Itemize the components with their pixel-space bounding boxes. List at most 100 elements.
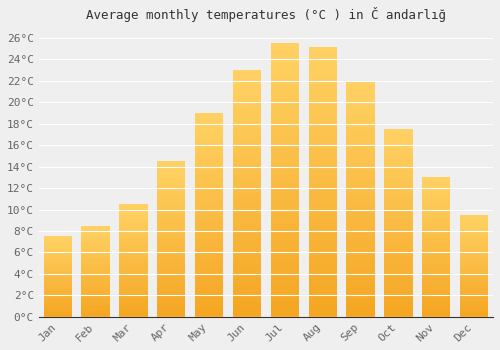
Bar	[82, 231, 110, 233]
Bar	[157, 177, 186, 180]
Bar	[346, 237, 375, 241]
Bar	[384, 294, 412, 298]
Bar	[119, 296, 148, 299]
Bar	[44, 309, 72, 310]
Bar	[157, 301, 186, 304]
Bar	[422, 278, 450, 281]
Bar	[270, 125, 299, 131]
Bar	[119, 303, 148, 306]
Bar	[308, 241, 337, 246]
Bar	[422, 284, 450, 286]
Bar	[384, 313, 412, 317]
Bar	[308, 274, 337, 279]
Bar	[308, 117, 337, 122]
Bar	[233, 243, 261, 248]
Bar	[82, 277, 110, 279]
Bar	[44, 267, 72, 268]
Bar	[44, 276, 72, 278]
Bar	[44, 310, 72, 312]
Bar	[44, 301, 72, 302]
Bar	[82, 244, 110, 246]
Bar	[195, 296, 224, 301]
Bar	[119, 238, 148, 240]
Bar	[346, 303, 375, 307]
Bar	[157, 304, 186, 308]
Bar	[460, 292, 488, 294]
Bar	[308, 160, 337, 166]
Bar	[308, 95, 337, 100]
Bar	[308, 279, 337, 285]
Bar	[422, 183, 450, 186]
Bar	[44, 249, 72, 251]
Bar	[157, 308, 186, 310]
Bar	[346, 156, 375, 161]
Bar	[384, 309, 412, 313]
Bar	[82, 228, 110, 229]
Bar	[460, 294, 488, 296]
Bar	[119, 267, 148, 270]
Bar	[157, 180, 186, 183]
Bar	[270, 142, 299, 147]
Bar	[422, 197, 450, 200]
Bar	[195, 264, 224, 268]
Bar	[422, 203, 450, 205]
Bar	[460, 299, 488, 301]
Bar	[157, 164, 186, 168]
Bar	[119, 265, 148, 267]
Bar	[346, 138, 375, 142]
Bar	[460, 258, 488, 260]
Bar	[346, 270, 375, 274]
Bar	[422, 191, 450, 194]
Bar	[195, 174, 224, 178]
Bar	[460, 215, 488, 217]
Bar	[82, 309, 110, 312]
Bar	[82, 313, 110, 315]
Bar	[270, 71, 299, 76]
Bar	[270, 180, 299, 186]
Bar	[195, 211, 224, 215]
Bar	[422, 230, 450, 233]
Bar	[384, 287, 412, 290]
Bar	[460, 311, 488, 313]
Bar	[270, 136, 299, 142]
Bar	[460, 278, 488, 280]
Bar	[384, 249, 412, 253]
Bar	[460, 280, 488, 282]
Bar	[157, 226, 186, 230]
Bar	[422, 272, 450, 275]
Bar	[233, 100, 261, 105]
Bar	[270, 76, 299, 82]
Bar	[384, 144, 412, 148]
Bar	[460, 229, 488, 231]
Bar	[270, 262, 299, 268]
Bar	[308, 209, 337, 214]
Bar	[270, 87, 299, 93]
Bar	[82, 289, 110, 291]
Bar	[157, 295, 186, 298]
Bar	[308, 84, 337, 90]
Bar	[82, 302, 110, 304]
Bar	[195, 239, 224, 244]
Bar	[384, 260, 412, 264]
Bar	[346, 260, 375, 265]
Bar	[308, 290, 337, 295]
Bar	[233, 85, 261, 90]
Bar	[308, 182, 337, 187]
Bar	[308, 149, 337, 155]
Bar	[233, 144, 261, 149]
Bar	[82, 286, 110, 288]
Bar	[308, 171, 337, 176]
Bar	[44, 238, 72, 240]
Bar	[233, 125, 261, 130]
Bar	[157, 239, 186, 242]
Bar	[233, 149, 261, 154]
Bar	[346, 161, 375, 166]
Bar	[270, 164, 299, 169]
Bar	[119, 283, 148, 285]
Bar	[157, 258, 186, 261]
Bar	[270, 104, 299, 109]
Bar	[308, 187, 337, 192]
Bar	[460, 262, 488, 264]
Bar	[195, 288, 224, 292]
Bar	[308, 225, 337, 230]
